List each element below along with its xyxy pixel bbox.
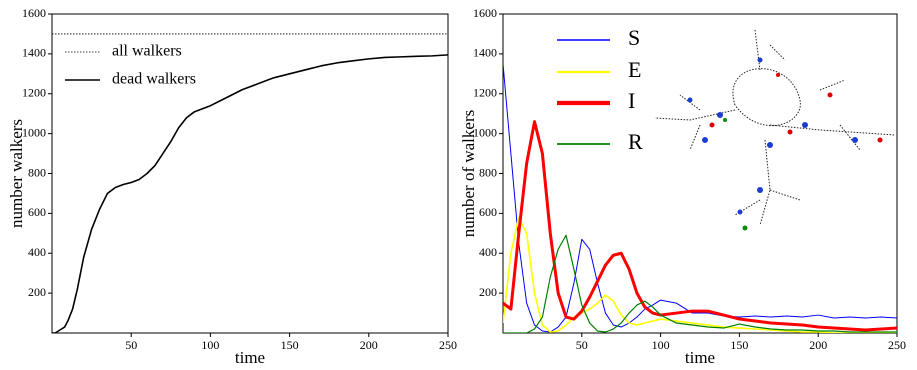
y-tick-label: 1200 <box>22 86 46 100</box>
y-tick-label: 600 <box>28 205 46 219</box>
series-line <box>503 216 897 333</box>
x-tick-label: 200 <box>360 338 378 352</box>
legend-label: E <box>628 57 641 82</box>
x-tick-label: 150 <box>730 338 748 352</box>
x-tick-label: 200 <box>809 338 827 352</box>
x-tick-label: 50 <box>125 338 137 352</box>
y-tick-label: 1200 <box>473 86 497 100</box>
x-tick-label: 250 <box>888 338 906 352</box>
series-line <box>503 234 897 333</box>
x-tick-label: 100 <box>652 338 670 352</box>
series-line <box>503 120 897 332</box>
y-tick-label: 200 <box>479 285 497 299</box>
plot-area: 50 100 150 200 250 200 400 600 800 1000 1200 1400 16… <box>459 6 906 367</box>
x-tick-label: 250 <box>439 338 457 352</box>
legend-label: I <box>628 88 635 113</box>
plot-area: 50 100 150 200 250 200 400 600 800 1000 1200 1400 16… <box>7 6 457 367</box>
x-tick-label: 50 <box>576 338 588 352</box>
y-tick-label: 1600 <box>22 6 46 20</box>
legend-label: S <box>628 25 640 50</box>
y-tick-label: 400 <box>479 245 497 259</box>
y-tick-label: 400 <box>28 245 46 259</box>
y-tick-label: 1000 <box>22 125 46 139</box>
x-axis-label: time <box>235 348 265 367</box>
legend-label: dead walkers <box>112 71 196 88</box>
y-tick-label: 200 <box>28 285 46 299</box>
series-line <box>52 54 448 333</box>
y-tick-label: 1400 <box>473 46 497 60</box>
x-tick-label: 100 <box>201 338 219 352</box>
y-tick-label: 800 <box>28 165 46 179</box>
legend-label: all walkers <box>112 43 182 60</box>
y-axis-label: number of walkers <box>459 110 478 237</box>
axes-frame <box>51 13 449 334</box>
legend-label: R <box>628 129 643 154</box>
x-tick-label: 150 <box>281 338 299 352</box>
y-axis-label: number walkers <box>7 119 26 228</box>
network-inset <box>654 29 896 231</box>
y-tick-label: 800 <box>479 165 497 179</box>
y-tick-label: 600 <box>479 205 497 219</box>
axes-frame <box>502 13 898 334</box>
y-tick-label: 1400 <box>22 46 46 60</box>
y-tick-label: 1000 <box>473 125 497 139</box>
y-tick-label: 1600 <box>473 6 497 20</box>
x-axis-label: time <box>685 348 715 367</box>
